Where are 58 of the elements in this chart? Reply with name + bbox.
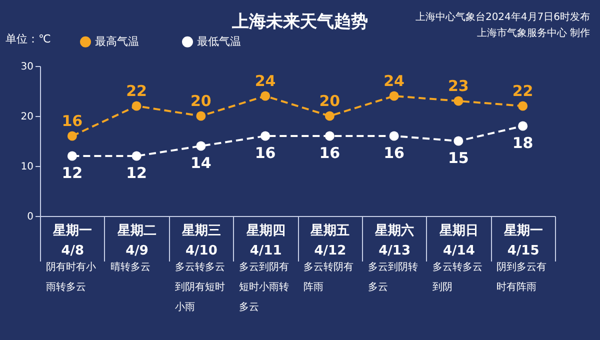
data-label: 24: [254, 72, 276, 90]
data-label: 16: [384, 144, 404, 162]
data-label: 18: [512, 134, 534, 152]
legend-label: 最高气温: [95, 34, 139, 48]
point: [67, 131, 77, 141]
point: [389, 91, 399, 101]
point: [518, 121, 528, 131]
point: [454, 136, 464, 146]
data-label: 16: [62, 112, 83, 130]
data-label: 14: [190, 154, 212, 172]
text: 上海市气象服务中心 制作: [476, 26, 590, 41]
x-tick-label: 星期六 4/13: [374, 222, 414, 258]
point: [389, 131, 399, 141]
text: 晴转多云: [109, 260, 152, 275]
y-tick-label: 0: [27, 212, 34, 222]
point: [67, 151, 77, 161]
data-label: 23: [448, 77, 469, 95]
text: 阴到多云有时有阵雨: [496, 261, 548, 295]
text: 多云到阴有短时小雨转多云: [238, 261, 290, 315]
legend-label: 最低气温: [197, 34, 241, 48]
text: 多云转阴有阵雨: [302, 261, 354, 295]
y-tick-label: 10: [20, 162, 34, 172]
text: 多云到阴转多云: [366, 261, 419, 295]
x-tick-label: 星期一 4/8: [52, 224, 92, 258]
data-label: 24: [384, 72, 404, 90]
text: 多云转多云到阴有短时小雨: [174, 261, 226, 315]
point: [196, 141, 206, 151]
point: [132, 101, 142, 111]
x-tick-label: 星期四 4/11: [245, 224, 286, 258]
text: 多云转多云到阴: [431, 261, 484, 295]
data-label: 22: [126, 82, 147, 100]
x-tick-label: 星期一 4/15: [502, 224, 543, 258]
y-tick-label: 30: [20, 62, 34, 72]
point: [454, 96, 464, 106]
point: [518, 101, 528, 111]
point: [324, 131, 334, 141]
point: [324, 111, 334, 121]
point: [196, 111, 206, 121]
data-label: 15: [448, 149, 469, 167]
x-tick-label: 星期日 4/14: [438, 224, 478, 258]
point: [260, 131, 270, 141]
x-tick-label: 星期五 4/12: [310, 224, 350, 258]
y-tick-label: 20: [20, 112, 34, 122]
x-tick-label: 星期二 4/9: [116, 224, 157, 258]
chart-title: 上海未来天气趋势: [232, 12, 368, 32]
data-label: 16: [319, 144, 340, 162]
point: [260, 91, 270, 101]
x-tick-label: 星期三 4/10: [180, 224, 221, 258]
data-label: 20: [190, 92, 212, 110]
y-axis-title: 单位：℃: [6, 32, 51, 46]
data-label: 12: [62, 164, 83, 182]
text: 阴有时有小雨转多云: [45, 260, 97, 295]
data-label: 16: [254, 144, 276, 162]
data-label: 20: [319, 92, 340, 110]
text: 上海中心气象台2024年4月7日6时发布: [415, 10, 590, 25]
data-label: 22: [512, 82, 534, 100]
point: [132, 151, 142, 161]
data-label: 12: [126, 164, 147, 182]
